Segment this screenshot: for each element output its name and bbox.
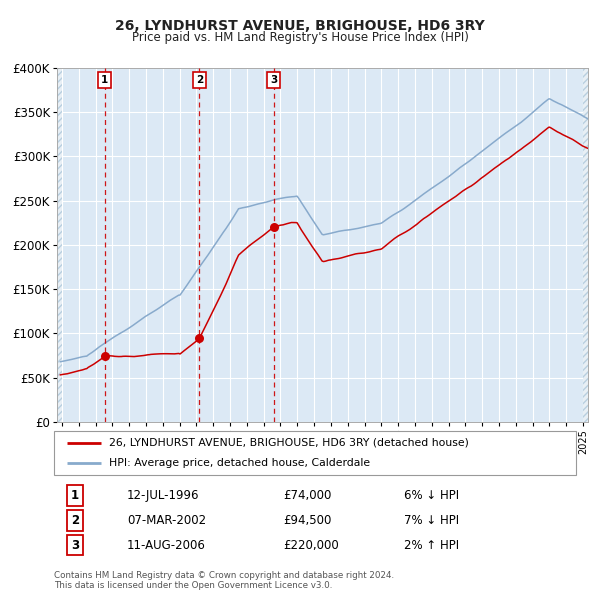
Text: 2: 2 <box>71 514 79 527</box>
Text: 3: 3 <box>71 539 79 552</box>
Text: 26, LYNDHURST AVENUE, BRIGHOUSE, HD6 3RY: 26, LYNDHURST AVENUE, BRIGHOUSE, HD6 3RY <box>115 19 485 33</box>
FancyBboxPatch shape <box>54 431 576 475</box>
Text: 7% ↓ HPI: 7% ↓ HPI <box>404 514 459 527</box>
Text: HPI: Average price, detached house, Calderdale: HPI: Average price, detached house, Cald… <box>109 458 370 468</box>
Text: 3: 3 <box>271 75 278 85</box>
Text: 11-AUG-2006: 11-AUG-2006 <box>127 539 206 552</box>
Bar <box>57 68 62 422</box>
Text: 07-MAR-2002: 07-MAR-2002 <box>127 514 206 527</box>
Text: 2% ↑ HPI: 2% ↑ HPI <box>404 539 459 552</box>
Text: £94,500: £94,500 <box>284 514 332 527</box>
Text: 2: 2 <box>196 75 203 85</box>
Bar <box>583 68 588 422</box>
Text: Price paid vs. HM Land Registry's House Price Index (HPI): Price paid vs. HM Land Registry's House … <box>131 31 469 44</box>
Text: 1: 1 <box>71 489 79 502</box>
Text: Contains HM Land Registry data © Crown copyright and database right 2024.: Contains HM Land Registry data © Crown c… <box>54 571 394 579</box>
Text: £220,000: £220,000 <box>284 539 340 552</box>
Text: 26, LYNDHURST AVENUE, BRIGHOUSE, HD6 3RY (detached house): 26, LYNDHURST AVENUE, BRIGHOUSE, HD6 3RY… <box>109 438 469 448</box>
Text: 1: 1 <box>101 75 108 85</box>
Text: 6% ↓ HPI: 6% ↓ HPI <box>404 489 459 502</box>
Text: This data is licensed under the Open Government Licence v3.0.: This data is licensed under the Open Gov… <box>54 581 332 590</box>
Text: £74,000: £74,000 <box>284 489 332 502</box>
Text: 12-JUL-1996: 12-JUL-1996 <box>127 489 200 502</box>
